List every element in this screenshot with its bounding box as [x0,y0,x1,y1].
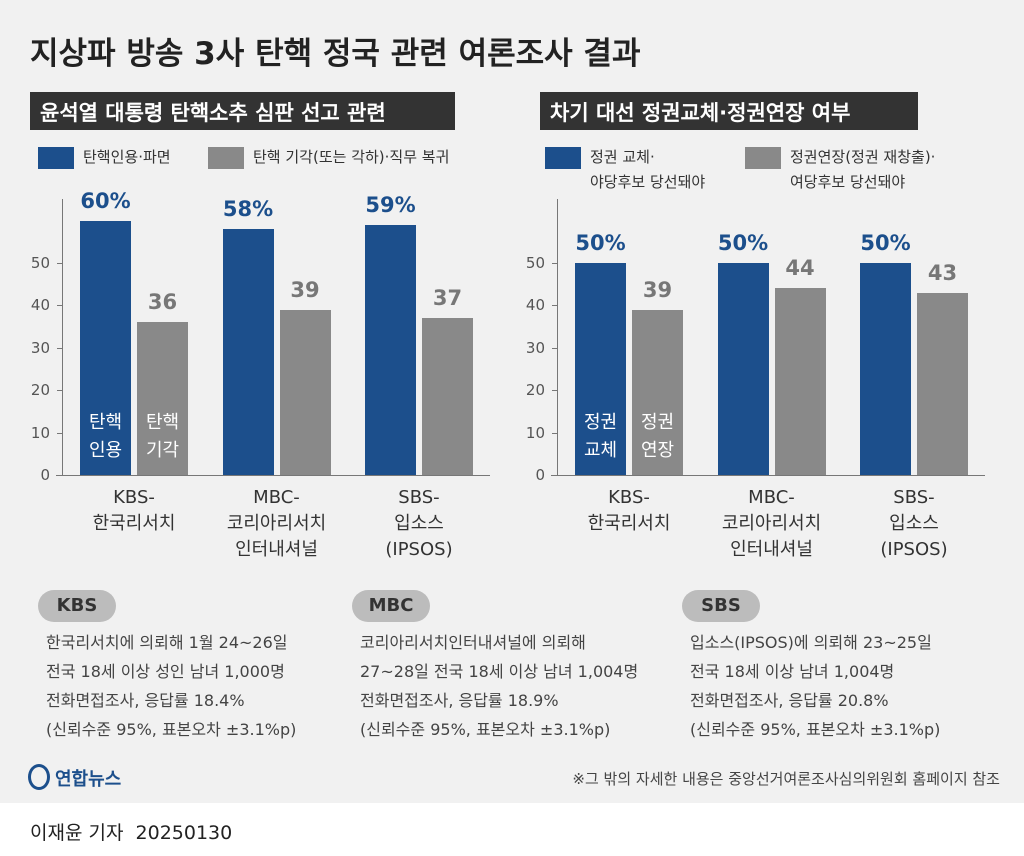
legend-label: 탄핵인용·파면 [83,148,171,166]
bar [422,318,473,475]
note-text: 코리아리서치인터내셔널에 의뢰해 27~28일 전국 18세 이상 남녀 1,0… [360,633,639,739]
legend-label: 정권연장(정권 재창출)· 여당후보 당선돼야 [790,148,936,191]
x-tick-label: KBS- 한국리서치 [587,487,671,534]
x-tick-label: SBS- 입소스 (IPSOS) [880,487,948,560]
bar-label: 탄핵 기각 [145,412,180,461]
note-label: SBS [682,590,760,622]
bar [137,322,188,475]
y-tick [552,390,557,392]
bar [222,229,274,475]
note-text: 입소스(IPSOS)에 의뢰해 23~25일 전국 18세 이상 남녀 1,00… [690,633,941,739]
bar [632,309,683,475]
bar-label: 탄핵 인용 [88,412,123,461]
bar [365,224,416,475]
value-label: 37 [432,286,463,311]
y-tick-label: 0 [40,466,50,484]
legend-label: 정권 교체· 야당후보 당선돼야 [590,148,706,191]
y-tick-label: 10 [525,423,545,442]
value-label: 39 [642,277,673,302]
bar-label: 정권 교체 [583,412,618,461]
y-tick-label: 40 [30,296,50,315]
y-tick-label: 20 [525,381,545,400]
y-tick [552,432,557,434]
value-label: 60% [80,188,131,213]
y-tick [57,305,62,307]
y-tick [57,263,62,264]
y-tick [57,475,62,476]
logo-icon [28,764,50,790]
y-tick-label: 30 [525,338,545,357]
legend-swatch [745,147,781,169]
bar-label: 정권 연장 [640,412,675,461]
bar [80,220,131,475]
x-axis [551,475,985,476]
x-tick-label: MBC- 코리아리서치 인터내셔널 [226,487,327,560]
value-label: 50% [717,231,769,255]
logo: 연합뉴스 [55,769,122,790]
legend-label: 탄핵 기각(또는 각하)·직무 복귀 [253,148,450,166]
footnote: ※그 밖의 자세한 내용은 중앙선거여론조사심의위원회 홈페이지 참조 [572,770,1000,788]
note-label: KBS [38,590,116,622]
chart-title: 윤석열 대통령 탄핵소추 심판 선고 관련 [30,92,455,130]
y-tick [57,390,62,392]
y-axis [62,199,63,475]
bar [774,288,826,475]
legend-swatch [38,147,74,169]
value-label: 50% [860,231,911,255]
y-tick-label: 50 [30,254,50,272]
y-tick-label: 30 [30,338,50,357]
y-tick [57,432,62,434]
y-tick [57,347,62,349]
value-label: 44 [785,256,815,281]
bar [717,263,769,475]
legend-swatch [208,147,244,169]
note-text: 한국리서치에 의뢰해 1월 24~26일 전국 18세 이상 성인 남녀 1,0… [46,633,297,739]
note-label: MBC [352,590,430,622]
x-axis [56,475,490,476]
value-label: 58% [222,197,274,222]
value-label: 39 [290,277,320,302]
y-tick-label: 0 [535,466,545,484]
chart-title: 차기 대선 정권교체·정권연장 여부 [540,92,918,130]
legend-swatch [545,147,581,169]
value-label: 50% [575,231,626,255]
x-tick-label: MBC- 코리아리서치 인터내셔널 [721,487,822,560]
bar [575,263,626,475]
x-tick-label: SBS- 입소스 (IPSOS) [385,487,453,560]
byline: 이재윤 기자 20250130 [30,822,233,844]
bar [917,292,968,475]
y-axis [557,199,558,475]
main-title: 지상파 방송 3사 탄핵 정국 관련 여론조사 결과 [30,36,641,72]
value-label: 36 [147,290,178,315]
y-tick-label: 20 [30,381,50,400]
y-tick-label: 50 [525,254,545,272]
y-tick [552,263,557,264]
y-tick-label: 10 [30,423,50,442]
y-tick [552,347,557,349]
value-label: 59% [365,192,416,217]
y-tick [552,475,557,476]
x-tick-label: KBS- 한국리서치 [92,487,176,534]
y-tick [552,305,557,307]
value-label: 43 [927,260,958,285]
y-tick-label: 40 [525,296,545,315]
bar [860,263,911,475]
bar [279,309,331,475]
